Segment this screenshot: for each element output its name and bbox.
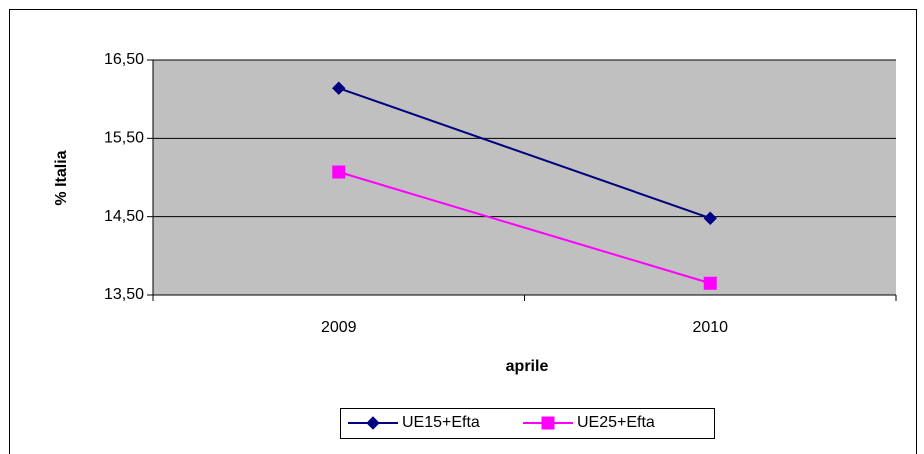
x-tick-label: 2009 <box>321 319 357 336</box>
y-tick-label: 16,50 <box>104 51 144 68</box>
y-tick-label: 13,50 <box>104 286 144 303</box>
legend-marker <box>366 416 380 430</box>
y-tick-label: 14,50 <box>104 208 144 225</box>
series-line <box>338 87 711 220</box>
data-point <box>703 211 717 225</box>
y-tick-label: 15,50 <box>104 130 144 147</box>
data-point <box>332 81 346 95</box>
data-point <box>332 165 346 179</box>
data-point <box>703 276 717 290</box>
legend-label: UE25+Efta <box>577 414 655 431</box>
y-axis-title: % Italia <box>53 150 70 205</box>
plot-area <box>153 60 896 295</box>
x-tick-label: 2010 <box>692 319 728 336</box>
series-line <box>338 171 711 285</box>
legend-label: UE15+Efta <box>402 414 480 431</box>
x-axis-title: aprile <box>506 358 549 375</box>
legend-marker <box>541 416 555 430</box>
